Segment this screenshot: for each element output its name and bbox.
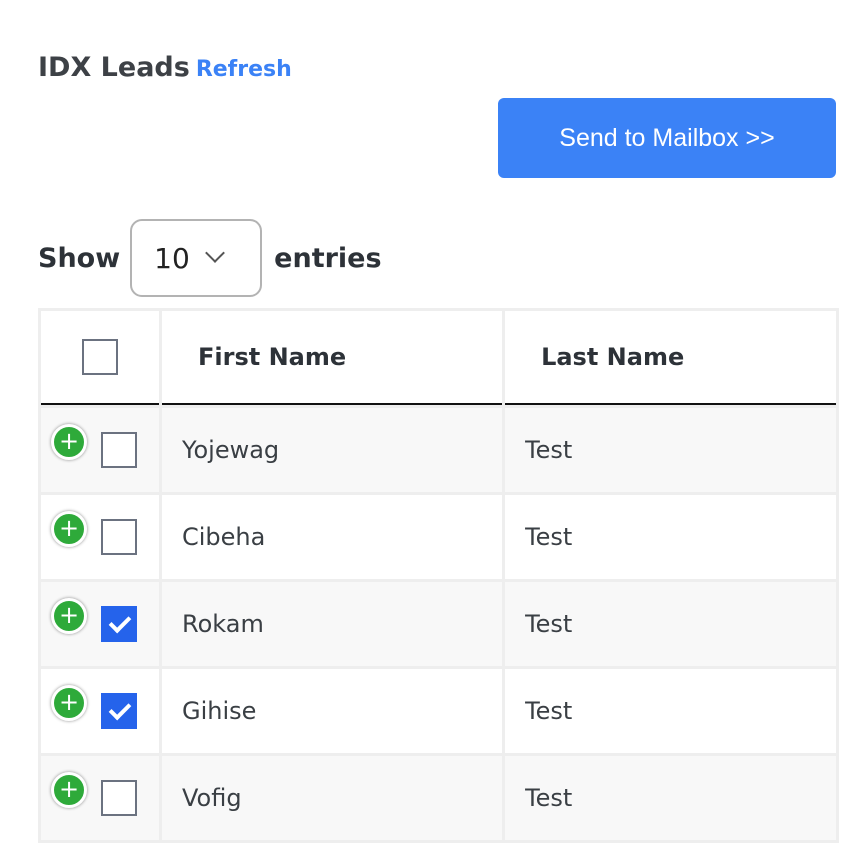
last-name-cell: Test: [505, 408, 836, 492]
page-title: IDX Leads Refresh: [38, 52, 292, 83]
row-controls: +: [41, 495, 159, 579]
table-row: + Rokam Test: [41, 582, 836, 666]
row-controls: +: [41, 582, 159, 666]
chevron-down-icon: [204, 243, 225, 263]
table-header-row: First Name Last Name: [41, 311, 836, 405]
table-row: + Gihise Test: [41, 669, 836, 753]
show-label: Show: [38, 242, 121, 274]
leads-table: First Name Last Name + Yojewag Test + Cib…: [38, 308, 839, 843]
table-row: + Cibeha Test: [41, 495, 836, 579]
column-header-first-name[interactable]: First Name: [162, 311, 503, 405]
expand-plus-icon[interactable]: +: [51, 685, 87, 721]
first-name-cell: Cibeha: [162, 495, 503, 579]
select-all-cell: [41, 311, 159, 405]
column-header-last-name[interactable]: Last Name: [505, 311, 836, 405]
row-controls: +: [41, 756, 159, 840]
row-checkbox[interactable]: [101, 432, 137, 468]
last-name-cell: Test: [505, 669, 836, 753]
first-name-cell: Yojewag: [162, 408, 503, 492]
row-checkbox[interactable]: [101, 780, 137, 816]
row-controls: +: [41, 408, 159, 492]
refresh-link[interactable]: Refresh: [195, 57, 292, 82]
row-checkbox[interactable]: [101, 519, 137, 555]
select-all-checkbox[interactable]: [82, 339, 118, 375]
last-name-cell: Test: [505, 756, 836, 840]
expand-plus-icon[interactable]: +: [51, 511, 87, 547]
expand-plus-icon[interactable]: +: [51, 772, 87, 808]
last-name-cell: Test: [505, 582, 836, 666]
expand-plus-icon[interactable]: +: [51, 424, 87, 460]
send-to-mailbox-button[interactable]: Send to Mailbox >>: [498, 98, 836, 178]
table-row: + Yojewag Test: [41, 408, 836, 492]
table-row: + Vofig Test: [41, 756, 836, 840]
first-name-cell: Vofig: [162, 756, 503, 840]
entries-select[interactable]: 10: [130, 219, 263, 297]
entries-label: entries: [274, 242, 382, 274]
entries-value: 10: [154, 241, 190, 275]
row-checkbox[interactable]: [101, 693, 137, 729]
first-name-cell: Rokam: [162, 582, 503, 666]
page-length-control: Show 10 entries: [38, 218, 382, 298]
first-name-cell: Gihise: [162, 669, 503, 753]
row-controls: +: [41, 669, 159, 753]
expand-plus-icon[interactable]: +: [51, 598, 87, 634]
last-name-cell: Test: [505, 495, 836, 579]
row-checkbox[interactable]: [101, 606, 137, 642]
title-text: IDX Leads: [38, 52, 190, 83]
